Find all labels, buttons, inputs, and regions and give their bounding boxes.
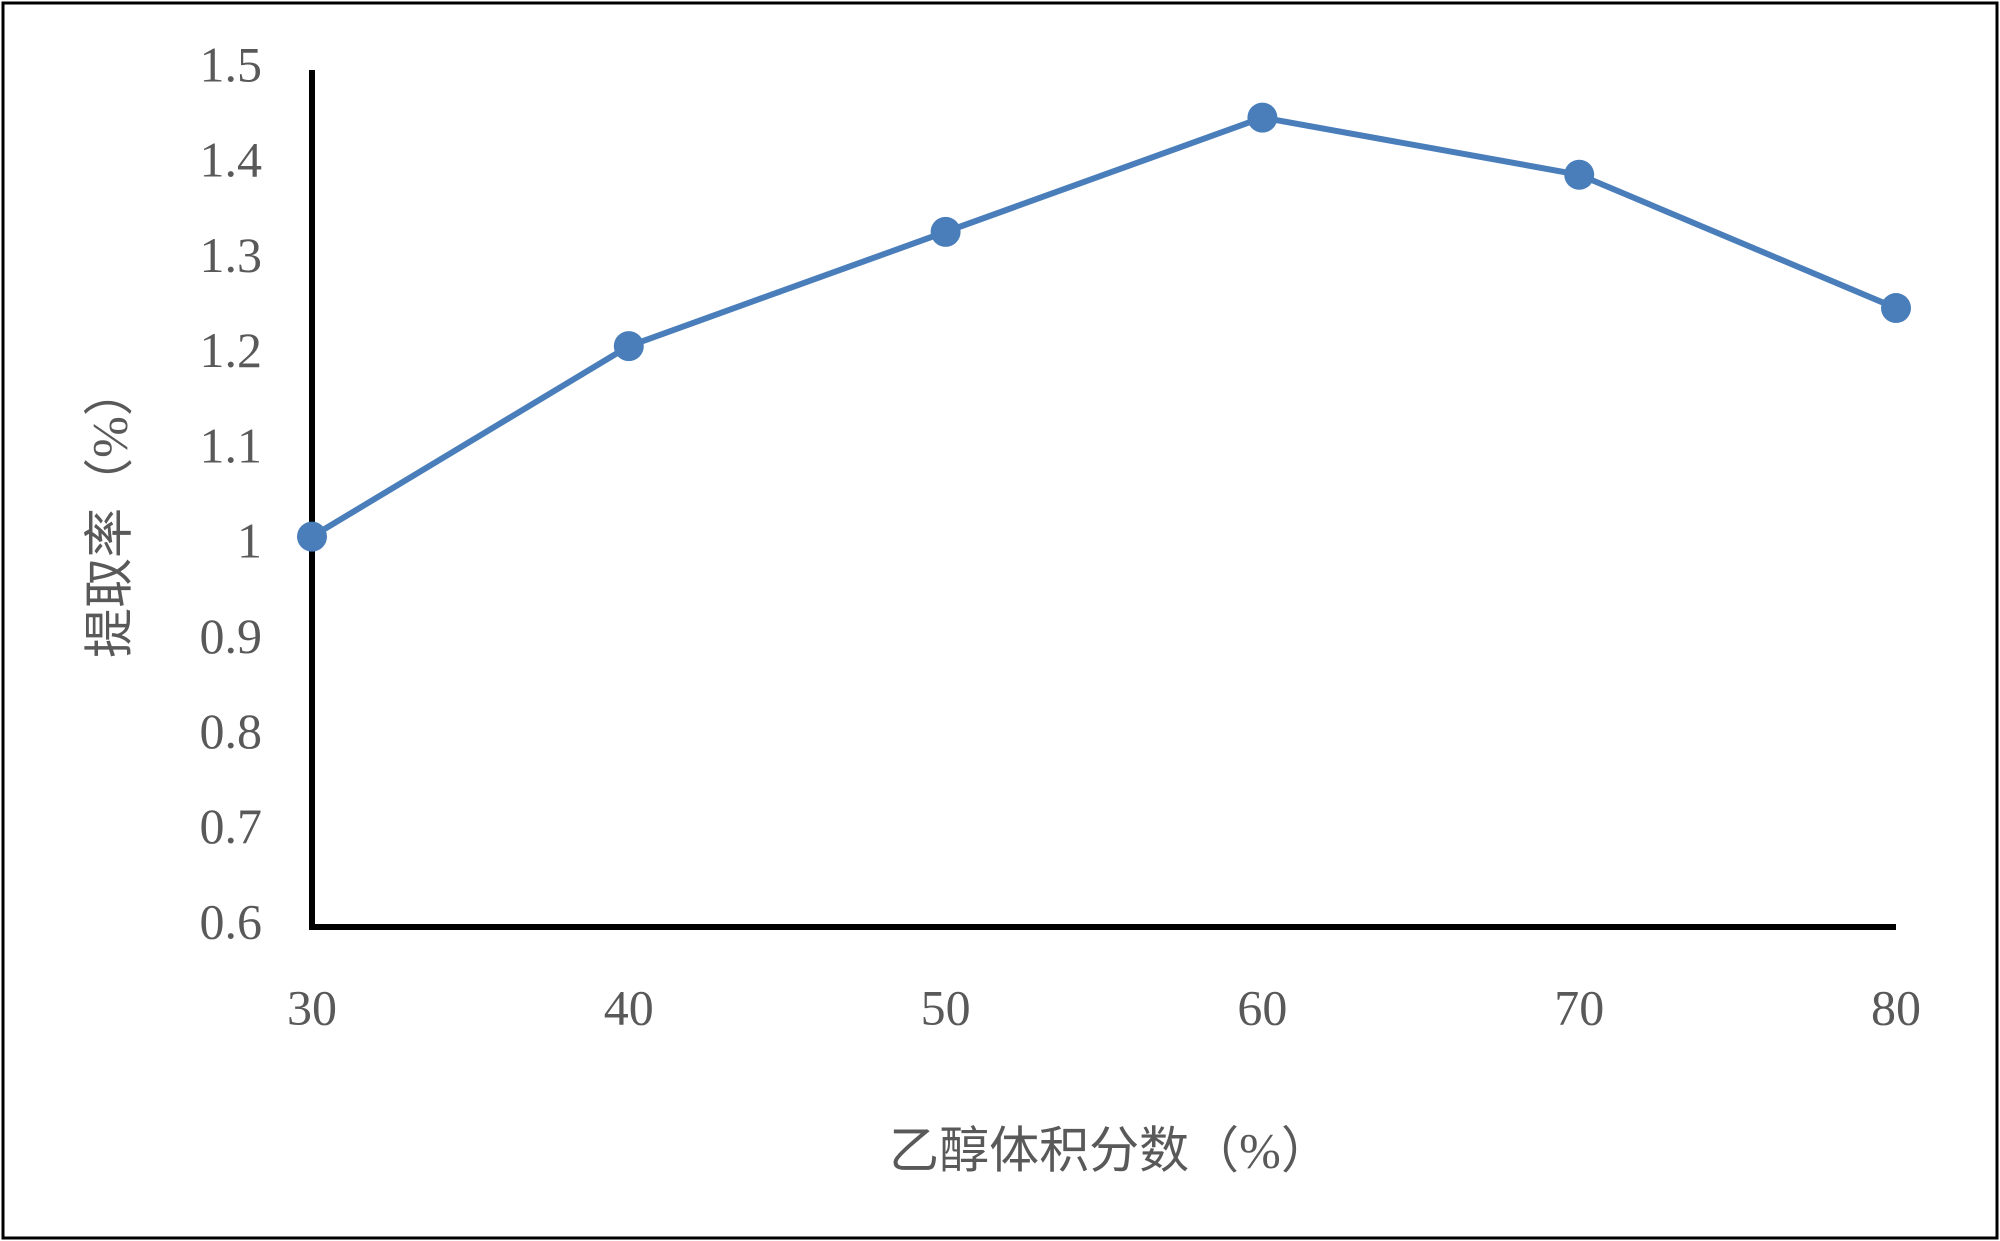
data-point	[1247, 102, 1278, 133]
x-tick-label: 30	[287, 979, 337, 1035]
data-point	[930, 216, 961, 247]
y-tick-label: 1	[237, 513, 262, 569]
x-tick-label: 70	[1554, 979, 1604, 1035]
x-axis-title: 乙醇体积分数（%）	[889, 1122, 1331, 1178]
data-point	[1564, 159, 1595, 190]
x-tick-label: 40	[604, 979, 654, 1035]
y-axis-title: 提取率（%）	[81, 366, 137, 658]
y-tick-label: 0.8	[200, 703, 263, 759]
data-point	[613, 331, 644, 362]
y-tick-label: 0.6	[200, 893, 263, 949]
x-tick-label: 60	[1237, 979, 1287, 1035]
x-tick-label: 50	[921, 979, 971, 1035]
y-tick-label: 0.9	[200, 608, 263, 664]
data-point	[297, 521, 327, 552]
y-tick-label: 1.3	[200, 227, 263, 283]
data-line	[310, 114, 1898, 540]
y-tick-label: 0.7	[200, 798, 263, 854]
y-tick-label: 1.5	[200, 36, 263, 92]
y-tick-label: 1.2	[200, 322, 263, 378]
y-tick-label: 1.4	[200, 132, 263, 188]
y-tick-label: 1.1	[200, 417, 263, 473]
data-point	[1881, 293, 1911, 324]
x-tick-label: 80	[1871, 979, 1921, 1035]
